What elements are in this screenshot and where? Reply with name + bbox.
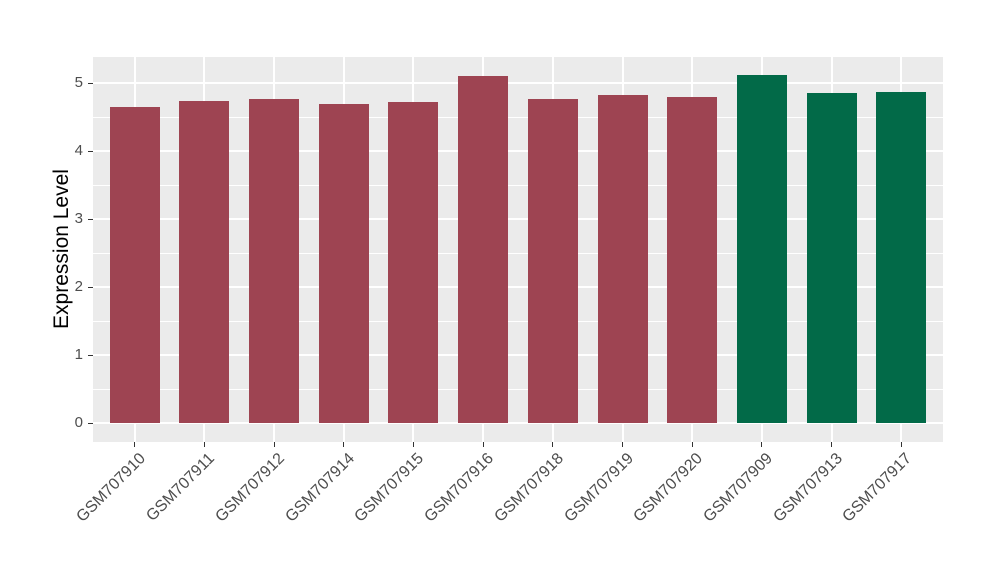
gridline-minor-h: [93, 184, 943, 186]
bar-GSM707911: [179, 101, 230, 423]
gridline-minor-h: [93, 116, 943, 118]
y-tick-label: 2: [74, 278, 83, 295]
bar-GSM707919: [597, 95, 648, 423]
x-axis-tick: [622, 442, 623, 447]
x-axis-tick: [343, 442, 345, 447]
x-axis-tick: [203, 442, 205, 447]
bar-GSM707912: [249, 98, 300, 423]
gridline-minor-h: [93, 320, 943, 322]
gridline-minor-h: [93, 388, 943, 390]
bar-GSM707917: [876, 91, 927, 423]
x-axis-tick: [134, 442, 136, 447]
x-axis-tick: [273, 442, 275, 447]
x-axis-tick: [831, 442, 833, 447]
x-axis-tick: [900, 442, 902, 447]
y-tick-label: 1: [74, 346, 83, 363]
bar-GSM707909: [736, 74, 787, 423]
y-tick-label: 3: [74, 210, 83, 227]
y-axis-tick: [88, 422, 93, 424]
y-tick-label: 4: [74, 142, 83, 159]
bar-GSM707913: [806, 93, 857, 423]
gridline-major-h: [93, 354, 943, 356]
x-axis-tick: [761, 442, 763, 447]
x-axis-tick: [412, 442, 414, 447]
gridline-major-h: [93, 218, 943, 220]
bar-GSM707918: [527, 99, 578, 423]
y-axis-title: Expression Level: [50, 169, 73, 329]
gridline-minor-h: [93, 252, 943, 254]
bar-GSM707920: [667, 97, 718, 423]
y-axis-tick: [88, 354, 93, 356]
gridline-major-h: [93, 150, 943, 152]
plot-panel: [93, 57, 943, 442]
bar-GSM707916: [458, 76, 509, 423]
x-axis-tick: [691, 442, 693, 447]
bar-GSM707914: [318, 104, 369, 423]
y-axis-tick: [88, 218, 93, 220]
gridline-major-h: [93, 82, 943, 84]
gridline-major-h: [93, 422, 943, 424]
y-axis-tick: [88, 82, 93, 84]
x-axis-tick: [482, 442, 484, 447]
gridline-major-h: [93, 286, 943, 288]
bar-GSM707915: [388, 102, 439, 423]
y-axis-tick: [88, 286, 93, 288]
y-tick-label: 0: [74, 414, 83, 431]
x-axis-tick: [552, 442, 554, 447]
y-axis-tick: [88, 150, 93, 152]
bar-GSM707910: [109, 107, 160, 423]
y-tick-label: 5: [74, 74, 83, 91]
